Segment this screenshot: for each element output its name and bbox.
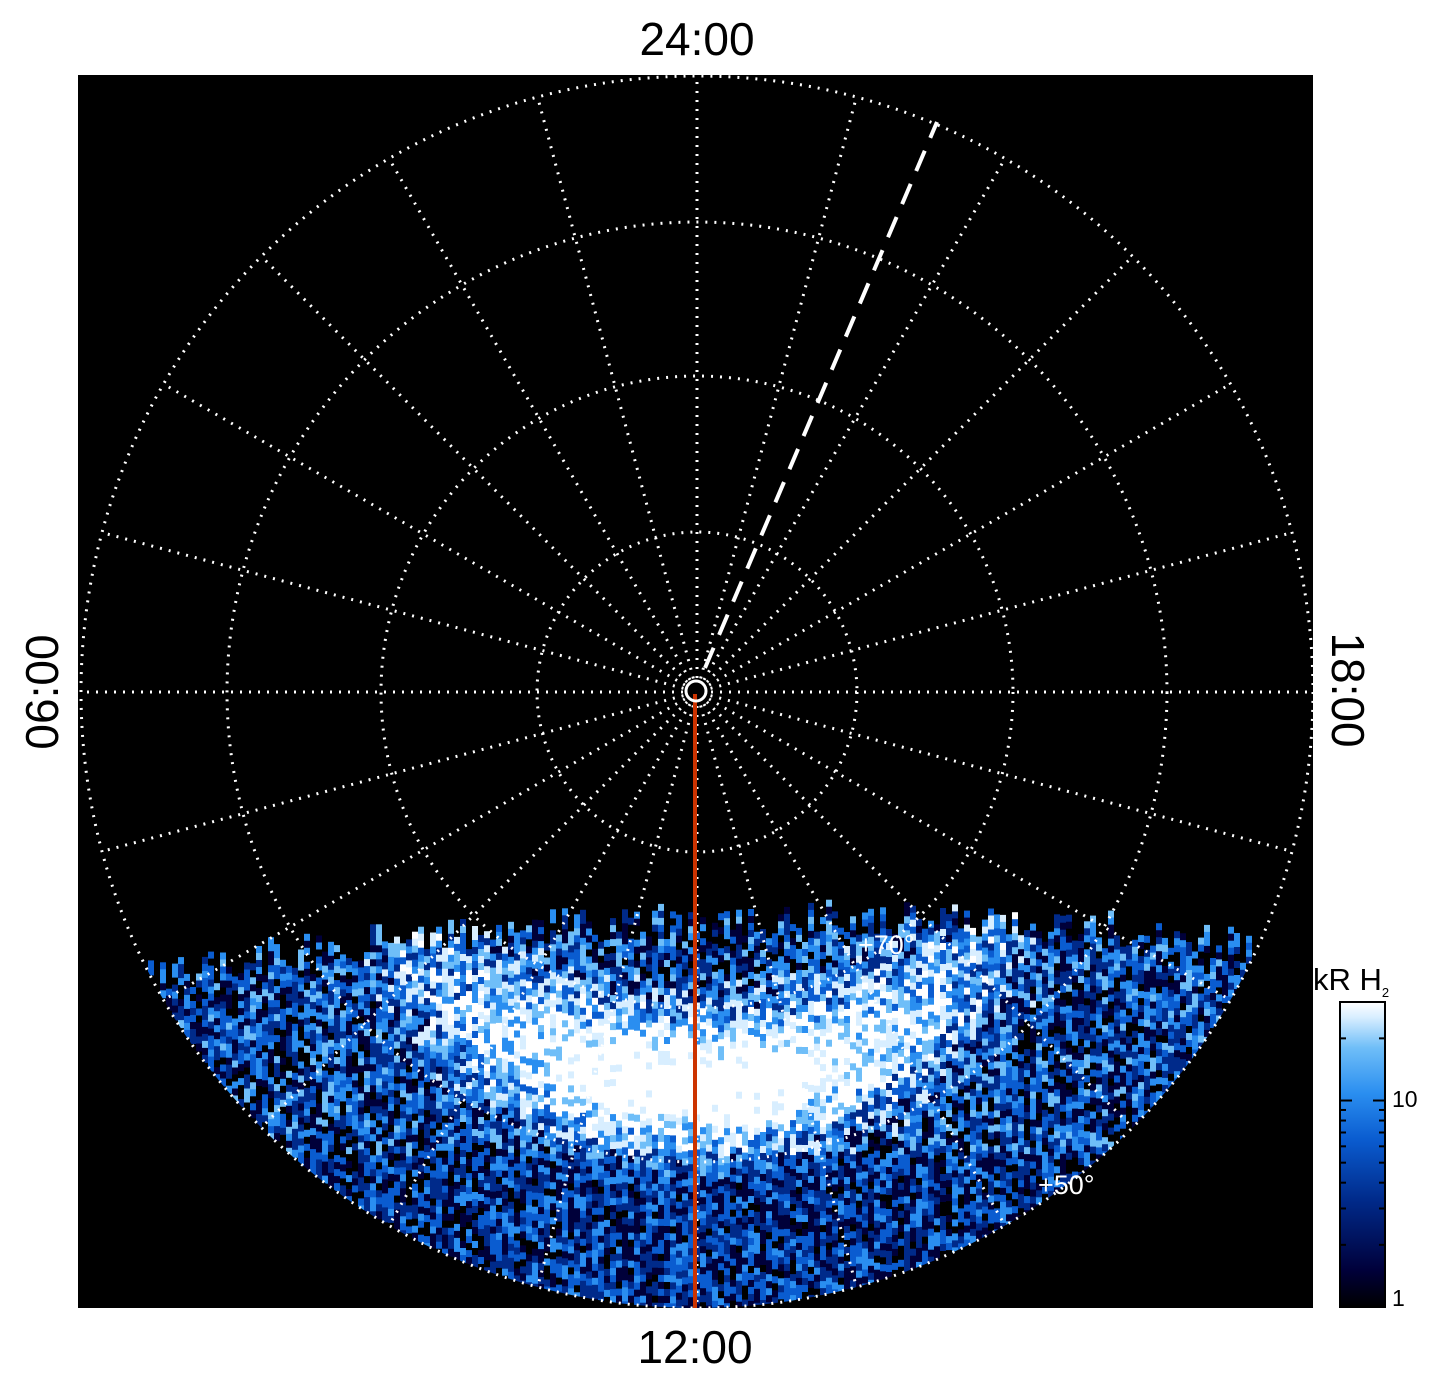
meridian-line <box>705 700 1134 1129</box>
meridian-line <box>699 705 858 1288</box>
colorbar-title: kR H2 <box>1313 962 1389 1000</box>
latitude-circle <box>79 74 1315 1310</box>
colorbar <box>1339 1001 1386 1308</box>
meridian-line <box>710 531 1293 690</box>
meridian-line <box>101 531 684 690</box>
colorbar-tick-label-10: 10 <box>1392 1086 1418 1112</box>
colorbar-title-subscript: 2 <box>1381 985 1390 1001</box>
meridian-line <box>702 703 1007 1227</box>
meridian-line <box>708 697 1232 1002</box>
pole-marker <box>684 679 708 703</box>
dashed-marker-line <box>703 121 939 669</box>
meridian-line <box>702 157 1007 681</box>
meridian-line <box>536 705 695 1288</box>
meridian-line <box>101 694 684 853</box>
meridian-line <box>710 694 1293 853</box>
meridian-line <box>705 255 1134 684</box>
meridian-line <box>260 700 689 1129</box>
local-time-label-right: 18:00 <box>1322 632 1374 748</box>
meridian-line <box>387 703 692 1227</box>
meridian-line <box>162 382 686 687</box>
local-time-label-top: 24:00 <box>639 13 755 65</box>
meridian-line <box>699 96 858 679</box>
meridian-line <box>536 96 695 679</box>
latitude-label-70: +70° <box>858 930 915 960</box>
colorbar-tick-label-1: 1 <box>1392 1285 1405 1311</box>
meridian-line <box>708 382 1232 687</box>
meridian-line <box>162 697 686 1002</box>
grid-lines <box>79 74 1315 1310</box>
colorbar-ticks <box>1340 1001 1385 1308</box>
latitude-label-50: +50° <box>1038 1170 1095 1200</box>
colorbar-title-text: kR H <box>1313 962 1382 997</box>
auroral-emission-layer <box>148 899 1252 1308</box>
meridian-line <box>387 157 692 681</box>
local-time-label-left: 06:00 <box>16 634 68 750</box>
local-time-label-bottom: 12:00 <box>637 1321 753 1373</box>
meridian-line <box>260 255 689 684</box>
